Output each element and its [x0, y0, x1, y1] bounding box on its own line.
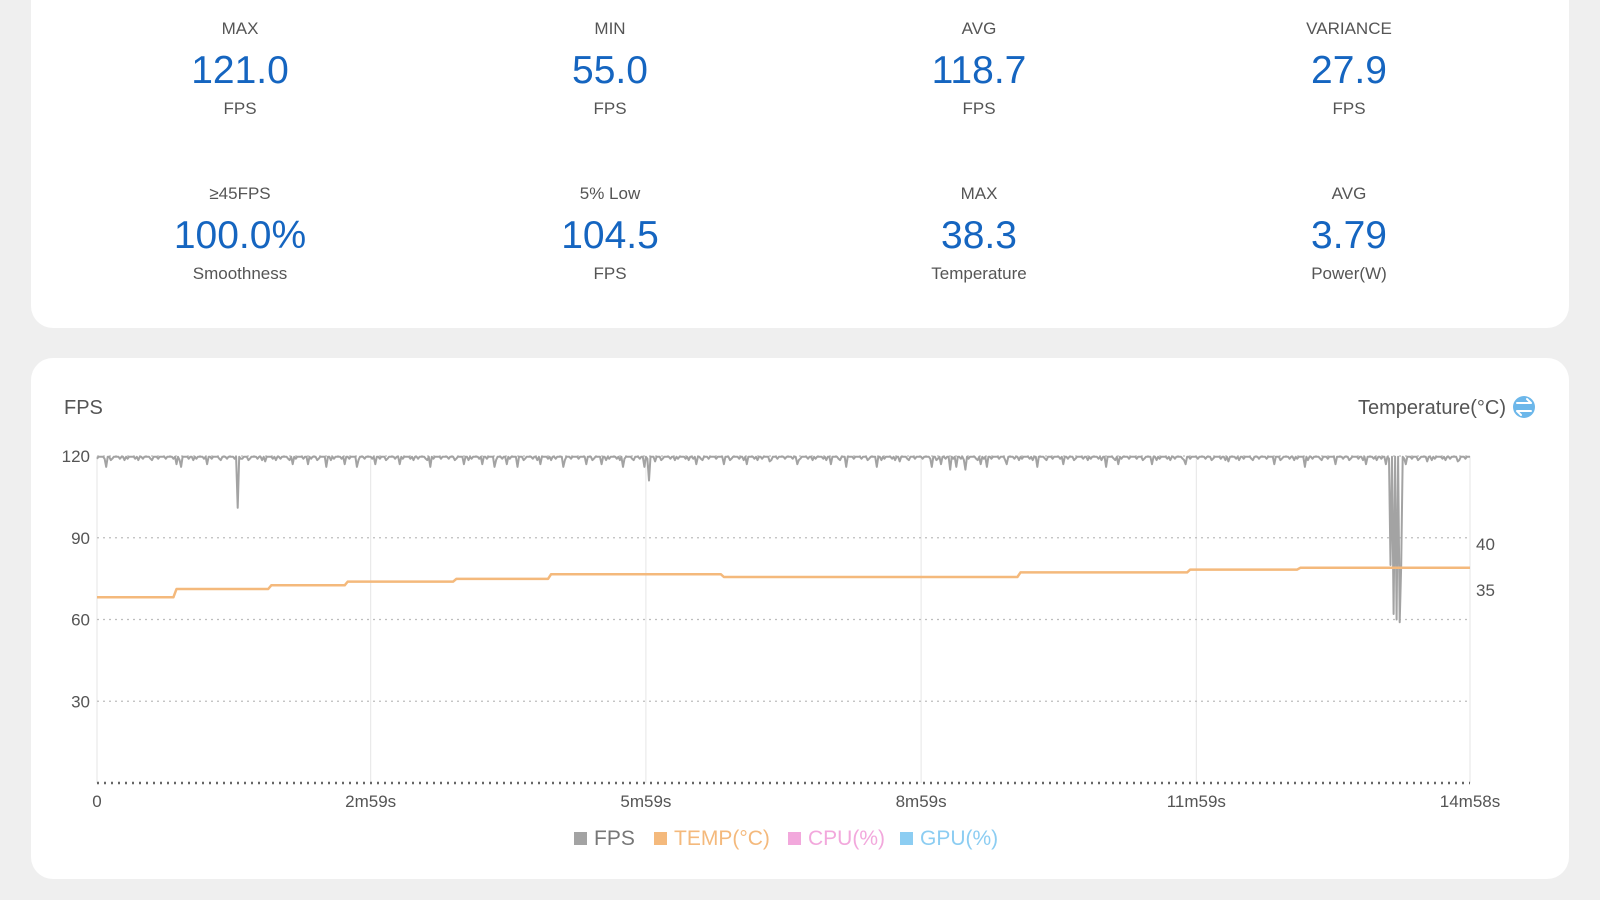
legend-item[interactable]: GPU(%): [900, 827, 998, 850]
stat-fps-variance: VARIANCE 27.9 FPS: [1199, 18, 1499, 120]
x-tick-label: 14m58s: [1440, 792, 1500, 811]
stat-value: 104.5: [561, 214, 659, 257]
stat-unit: FPS: [962, 99, 996, 118]
x-tick-label: 5m59s: [620, 792, 671, 811]
x-tick-label: 2m59s: [345, 792, 396, 811]
left-axis-title: FPS: [64, 397, 103, 419]
stat-label: MAX: [221, 19, 259, 38]
legend-swatch[interactable]: [900, 832, 913, 845]
y-left-tick-label: 30: [71, 692, 90, 711]
stats-card: MAX 121.0 FPS MIN 55.0 FPS AVG 118.7 FPS…: [31, 0, 1569, 328]
stat-label: ≥45FPS: [209, 184, 271, 203]
y-left-tick-label: 90: [71, 529, 90, 548]
x-tick-label: 0: [92, 792, 101, 811]
stat-value: 27.9: [1311, 49, 1387, 92]
y-right-tick-label: 35: [1476, 581, 1495, 600]
stat-label: AVG: [961, 19, 997, 38]
stat-label: 5% Low: [579, 184, 641, 203]
stat-value: 3.79: [1311, 214, 1387, 257]
stat-unit: FPS: [223, 99, 257, 118]
stat-value: 38.3: [941, 214, 1017, 257]
chart-card: FPS Temperature(°C) 0 2m59s 5m59s 8m59s 11m5…: [31, 358, 1569, 879]
legend-label[interactable]: TEMP(°C): [674, 827, 770, 850]
stat-unit: FPS: [593, 99, 627, 118]
swap-axis-icon-bg[interactable]: [1513, 396, 1535, 418]
y-right-tick-label: 40: [1476, 535, 1495, 554]
swap-axis-icon[interactable]: [1513, 396, 1535, 418]
stat-5pct-low: 5% Low 104.5 FPS: [460, 183, 760, 285]
stat-temperature-max: MAX 38.3 Temperature: [829, 183, 1129, 285]
y-left-tick-label: 60: [71, 611, 90, 630]
y-left-tick-label: 120: [62, 447, 90, 466]
stat-label: VARIANCE: [1306, 19, 1392, 38]
stat-power-avg: AVG 3.79 Power(W): [1199, 183, 1499, 285]
stat-unit: FPS: [593, 264, 627, 283]
x-tick-label: 11m59s: [1167, 792, 1226, 811]
stat-label: AVG: [1331, 184, 1367, 203]
stat-value: 55.0: [572, 49, 648, 92]
stat-label: MIN: [594, 19, 626, 38]
stat-smoothness: ≥45FPS 100.0% Smoothness: [90, 183, 390, 285]
stat-fps-max: MAX 121.0 FPS: [90, 18, 390, 120]
legend-swatch[interactable]: [788, 832, 801, 845]
stat-unit: Power(W): [1311, 264, 1387, 283]
x-tick-label: 8m59s: [896, 792, 947, 811]
stat-fps-avg: AVG 118.7 FPS: [829, 18, 1129, 120]
fps-series-line: [96, 455, 1470, 624]
legend-label[interactable]: GPU(%): [920, 827, 998, 850]
stat-unit: Smoothness: [192, 264, 288, 283]
legend-item[interactable]: FPS: [574, 827, 635, 850]
legend-label[interactable]: CPU(%): [808, 827, 885, 850]
temp-series-line: [97, 566, 1470, 599]
legend-label[interactable]: FPS: [594, 827, 635, 850]
performance-chart: FPS Temperature(°C) 0 2m59s 5m59s 8m59s 11m5…: [62, 396, 1535, 850]
stat-value: 118.7: [931, 49, 1027, 92]
stat-fps-min: MIN 55.0 FPS: [460, 18, 760, 120]
legend-item[interactable]: TEMP(°C): [654, 827, 770, 850]
legend-item[interactable]: CPU(%): [788, 827, 885, 850]
stat-unit: Temperature: [931, 264, 1027, 283]
stat-label: MAX: [960, 184, 998, 203]
legend-swatch[interactable]: [654, 832, 667, 845]
stat-value: 100.0%: [173, 214, 307, 257]
stat-value: 121.0: [191, 49, 289, 92]
stat-unit: FPS: [1332, 99, 1366, 118]
right-axis-title: Temperature(°C): [1358, 397, 1506, 419]
swap-axis-arrows[interactable]: [1516, 398, 1532, 416]
legend-swatch[interactable]: [574, 832, 587, 845]
